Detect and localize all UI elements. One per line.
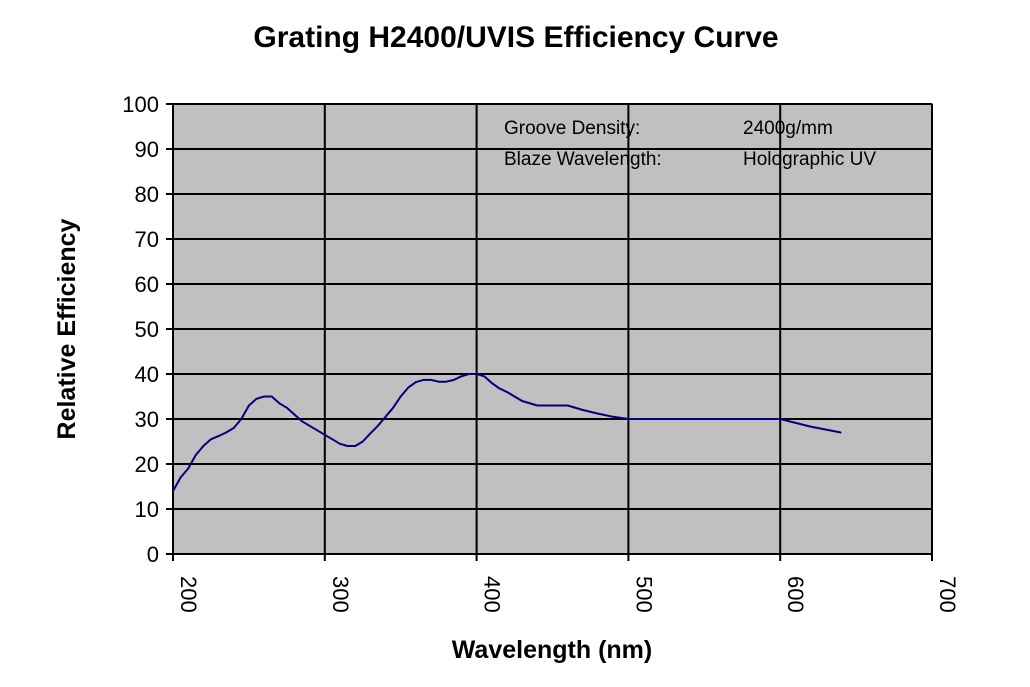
data-point xyxy=(627,418,630,420)
data-point xyxy=(498,387,501,390)
x-axis-title: Wavelength (nm) xyxy=(452,636,652,664)
y-tick-labels: 0 10 20 30 40 50 60 70 80 90 100 xyxy=(122,92,159,567)
data-point xyxy=(240,418,243,420)
data-point xyxy=(354,445,357,447)
x-tick-label: 300 xyxy=(328,576,353,613)
chart-title: Grating H2400/UVIS Efficiency Curve xyxy=(253,21,778,54)
data-point xyxy=(308,425,311,427)
data-point xyxy=(369,432,372,435)
data-point xyxy=(551,404,554,407)
series-group xyxy=(172,373,842,492)
data-point xyxy=(263,395,265,398)
data-point xyxy=(362,440,364,443)
data-point xyxy=(566,404,569,407)
data-point xyxy=(232,427,235,429)
annotation-label: Blaze Wavelength: xyxy=(504,149,662,170)
data-point xyxy=(407,386,410,389)
data-point xyxy=(483,375,486,378)
data-point xyxy=(270,395,273,398)
data-point xyxy=(430,379,432,381)
data-point xyxy=(179,476,182,479)
data-point xyxy=(437,380,440,383)
y-tick-label: 100 xyxy=(122,92,159,117)
data-point xyxy=(718,418,721,420)
data-point xyxy=(187,467,189,470)
data-point xyxy=(468,373,470,375)
data-point xyxy=(301,420,303,423)
data-point xyxy=(286,407,288,409)
data-point xyxy=(582,409,584,411)
data-point xyxy=(506,391,508,393)
data-point xyxy=(688,418,690,420)
data-point xyxy=(658,418,660,420)
data-point xyxy=(172,490,174,492)
data-point xyxy=(324,434,326,436)
data-point xyxy=(779,418,781,420)
x-tick-labels: 200 300 400 500 600 700 xyxy=(176,576,960,613)
data-point xyxy=(612,416,614,418)
y-tick-label: 0 xyxy=(147,542,159,567)
annotation-label: Groove Density: xyxy=(504,118,640,139)
series-line-efficiency xyxy=(172,373,842,492)
axes xyxy=(166,103,933,561)
data-point xyxy=(422,379,425,381)
data-point xyxy=(331,438,334,441)
y-tick-label: 20 xyxy=(135,452,159,477)
data-point xyxy=(809,425,812,428)
data-point xyxy=(293,413,296,416)
data-point xyxy=(491,382,493,384)
annotation-value: Holographic UV xyxy=(743,149,876,170)
data-point xyxy=(316,429,319,432)
x-tick-label: 600 xyxy=(783,576,808,613)
data-point xyxy=(217,435,220,437)
data-point xyxy=(346,445,349,447)
y-tick-label: 60 xyxy=(135,272,159,297)
data-point xyxy=(840,431,842,434)
y-tick-label: 80 xyxy=(135,182,159,207)
data-point xyxy=(339,443,341,445)
annotation-value: 2400g/mm xyxy=(743,118,833,139)
data-point xyxy=(445,380,448,383)
y-axis-title: Relative Efficiency xyxy=(53,218,81,439)
data-point xyxy=(597,412,599,415)
data-point xyxy=(384,416,387,418)
y-tick-label: 50 xyxy=(135,317,159,342)
data-point xyxy=(278,402,281,405)
x-tick-label: 500 xyxy=(631,576,656,613)
y-tick-label: 10 xyxy=(135,497,159,522)
data-point xyxy=(521,400,523,402)
data-point xyxy=(248,404,250,407)
data-point xyxy=(195,454,197,456)
y-tick-label: 30 xyxy=(135,407,159,432)
data-point xyxy=(392,407,394,409)
y-tick-label: 40 xyxy=(135,362,159,387)
y-tick-label: 70 xyxy=(135,227,159,252)
data-point xyxy=(210,438,212,441)
data-point xyxy=(255,398,258,400)
x-tick-label: 200 xyxy=(176,576,201,613)
data-point xyxy=(749,418,751,420)
x-tick-label: 700 xyxy=(935,576,960,613)
data-point xyxy=(202,445,205,447)
data-point xyxy=(536,404,539,407)
data-point xyxy=(377,425,379,427)
y-tick-label: 90 xyxy=(135,137,159,162)
data-point xyxy=(399,395,402,398)
x-tick-label: 400 xyxy=(480,576,505,613)
data-point xyxy=(225,431,227,434)
data-point xyxy=(453,379,455,381)
data-point xyxy=(415,381,417,383)
data-point xyxy=(460,375,463,378)
annotation-box: Groove Density: 2400g/mm Blaze Wavelength:… xyxy=(504,118,876,170)
data-point xyxy=(475,373,478,375)
